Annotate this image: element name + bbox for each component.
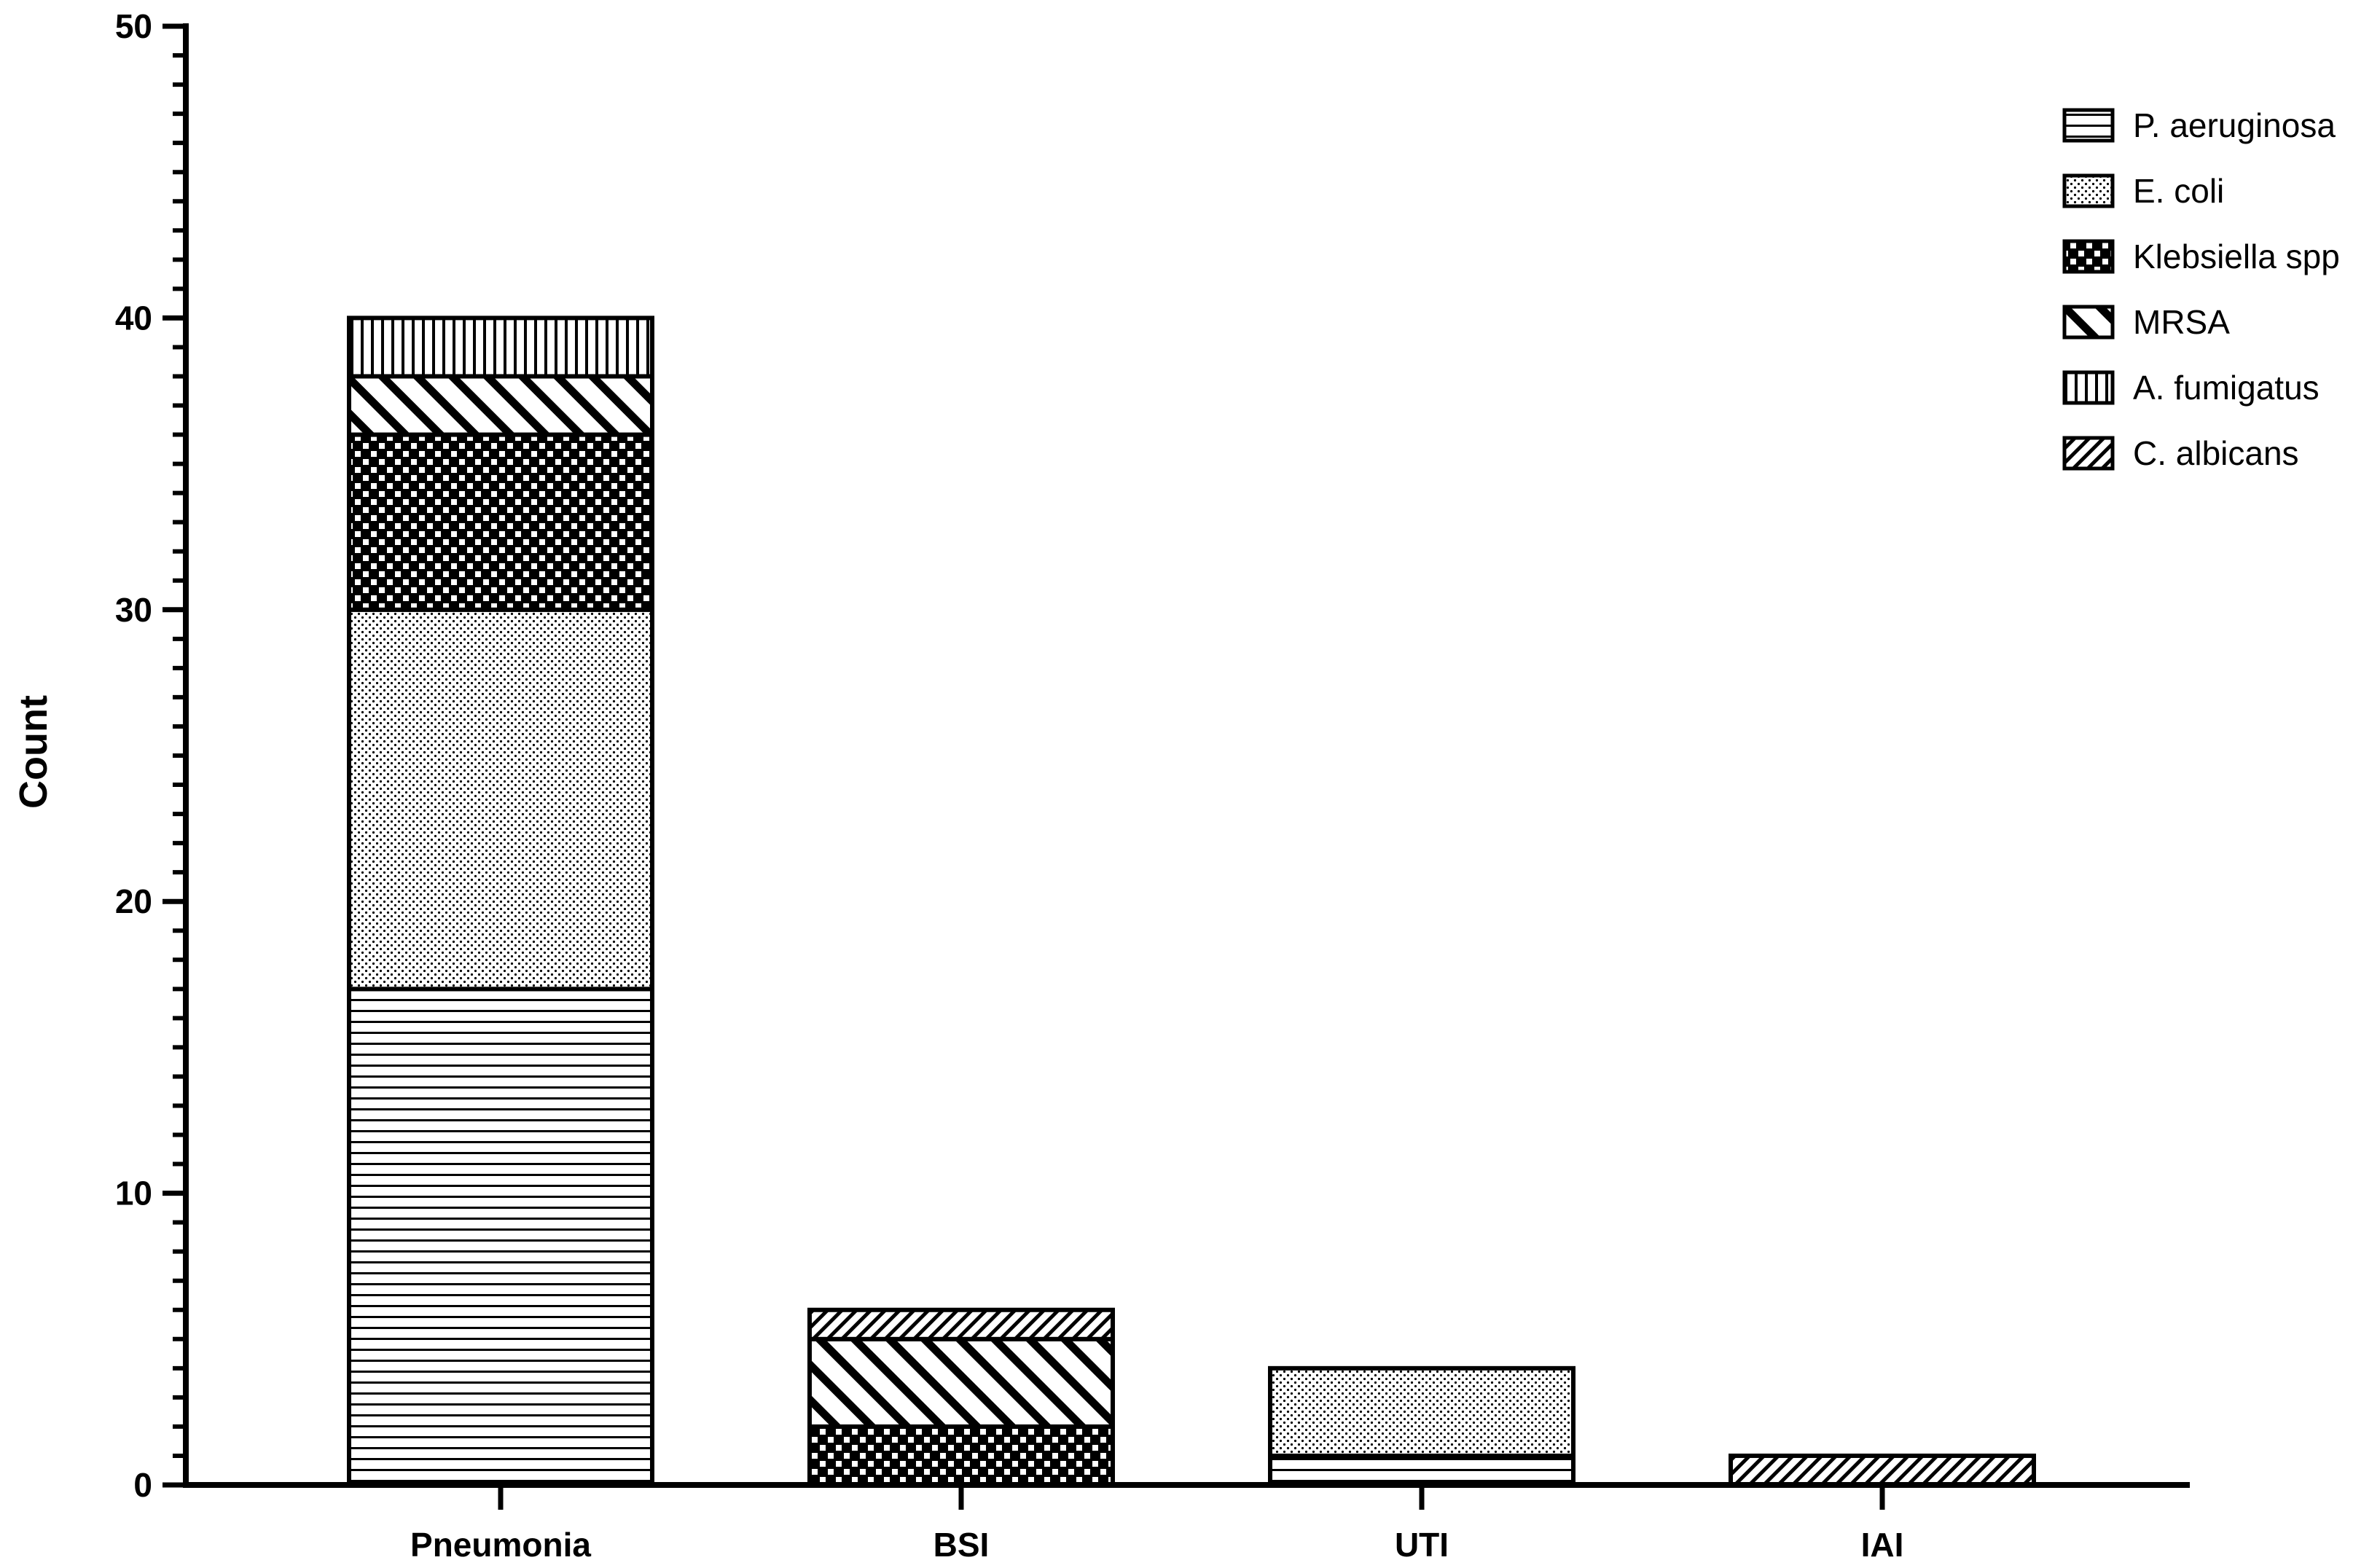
y-tick-label: 30 — [115, 591, 152, 629]
bar-segment-bsi-c-albicans — [807, 1307, 1115, 1341]
y-tick-label: 10 — [115, 1175, 152, 1212]
legend-item-e-coli: E. coli — [2062, 172, 2224, 210]
x-tick-label-uti: UTI — [1395, 1526, 1449, 1560]
legend-item-a-fumigatus: A. fumigatus — [2062, 369, 2320, 407]
legend-item-klebsiella-spp: Klebsiella spp — [2062, 238, 2340, 275]
bar-segment-uti-e-coli — [1268, 1365, 1575, 1458]
legend-label: P. aeruginosa — [2133, 106, 2336, 144]
legend-swatch — [2062, 370, 2115, 405]
legend-swatch — [2062, 305, 2115, 340]
bar-segment-pneumonia-a-fumigatus — [347, 315, 654, 379]
bar-segment-bsi-mrsa — [807, 1336, 1115, 1429]
y-tick-label: 20 — [115, 882, 152, 920]
legend-item-c-albicans: C. albicans — [2062, 434, 2299, 472]
bar-segment-pneumonia-klebsiella-spp — [347, 432, 654, 612]
legend-item-mrsa: MRSA — [2062, 303, 2230, 341]
legend-label: E. coli — [2133, 172, 2224, 210]
legend-label: C. albicans — [2133, 434, 2299, 472]
bar-segment-bsi-klebsiella-spp — [807, 1424, 1115, 1488]
x-tick-label-pneumonia: Pneumonia — [410, 1526, 591, 1560]
bar-segment-iai-c-albicans — [1729, 1453, 2036, 1487]
bar-segment-pneumonia-mrsa — [347, 374, 654, 437]
bar-segment-uti-p-aeruginosa — [1268, 1453, 1575, 1487]
axes-layer: 0 10 20 30 40 50 Pneumonia BSI UTI IAI — [115, 7, 2190, 1560]
x-tick-label-iai: IAI — [1861, 1526, 1904, 1560]
bar-segment-pneumonia-p-aeruginosa — [347, 987, 654, 1487]
legend: P. aeruginosa E. coli Klebsiella spp MRSA A.… — [2062, 106, 2340, 472]
bars-layer — [347, 315, 2036, 1488]
bar-segment-pneumonia-e-coli — [347, 607, 654, 992]
legend-swatch — [2062, 239, 2115, 274]
legend-swatch — [2062, 436, 2115, 471]
x-tick-label-bsi: BSI — [933, 1526, 990, 1560]
legend-label: A. fumigatus — [2133, 369, 2320, 407]
y-axis-title: Count — [12, 695, 55, 809]
legend-item-p-aeruginosa: P. aeruginosa — [2062, 106, 2336, 144]
y-tick-label: 50 — [115, 7, 152, 45]
legend-label: MRSA — [2133, 303, 2230, 341]
legend-label: Klebsiella spp — [2133, 238, 2340, 275]
y-tick-label: 0 — [133, 1466, 152, 1504]
y-tick-label: 40 — [115, 299, 152, 337]
legend-swatch — [2062, 108, 2115, 143]
legend-swatch — [2062, 173, 2115, 208]
